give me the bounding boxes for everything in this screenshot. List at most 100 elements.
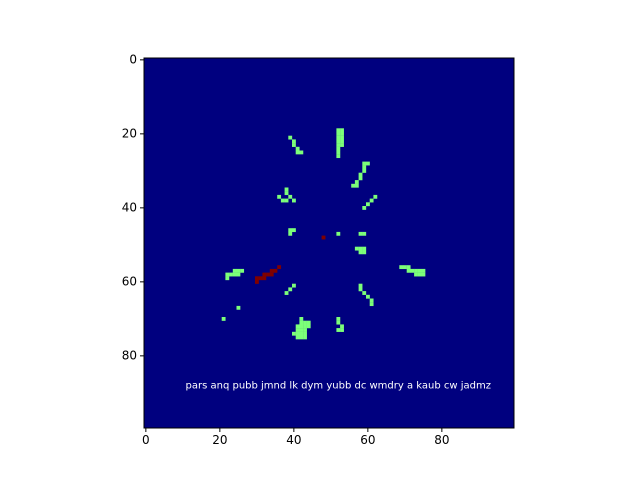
heatmap-cell-mid — [336, 320, 341, 325]
heatmap-cell-high — [266, 272, 270, 277]
heatmap-cell-mid — [340, 132, 344, 136]
heatmap-cell-mid — [284, 198, 289, 203]
heatmap-cell-mid — [288, 231, 293, 236]
x-tick-label: 60 — [360, 433, 375, 447]
heatmap-cell-mid — [369, 302, 374, 307]
heatmap-cell-mid — [340, 324, 344, 329]
x-tick-label: 20 — [212, 433, 227, 447]
heatmap-cell-mid — [292, 139, 296, 144]
heatmap-cell-high — [277, 265, 282, 270]
heatmap-cell-mid — [336, 135, 341, 140]
heatmap-cell-mid — [299, 320, 304, 325]
heatmap-cell-mid — [303, 328, 307, 332]
heatmap-cell-mid — [417, 268, 422, 273]
heatmap-cell-high — [262, 276, 267, 281]
heatmap-cell-mid — [358, 287, 363, 292]
heatmap-cell-mid — [406, 268, 411, 273]
heatmap-cell-mid — [366, 294, 370, 299]
heatmap-cell-mid — [358, 246, 363, 251]
heatmap-cell-mid — [299, 331, 304, 336]
heatmap-cell-mid — [299, 335, 304, 340]
heatmap-cell-mid — [336, 143, 341, 147]
heatmap-plot: pars anq pubb jmnd lk dym yubb dc wmdry … — [143, 57, 515, 429]
heatmap-cell-mid — [303, 331, 307, 336]
plot-area — [144, 58, 514, 428]
heatmap-cell-mid — [336, 132, 341, 136]
heatmap-cell-mid — [340, 135, 344, 140]
heatmap-cell-mid — [225, 276, 230, 281]
heatmap-cell-mid — [362, 231, 367, 236]
heatmap-cell-mid — [336, 154, 341, 159]
heatmap-cell-mid — [362, 246, 367, 251]
heatmap-cell-mid — [292, 143, 296, 147]
heatmap-cell-mid — [414, 272, 418, 277]
heatmap-cell-mid — [221, 317, 226, 321]
heatmap-cell-mid — [406, 265, 411, 270]
heatmap-cell-mid — [303, 320, 307, 325]
heatmap-cell-mid — [303, 335, 307, 340]
heatmap-cell-mid — [403, 265, 407, 270]
heatmap-cell-high — [262, 272, 267, 277]
heatmap-cell-mid — [299, 150, 304, 155]
heatmap-cell-mid — [340, 328, 344, 332]
heatmap-cell-mid — [225, 272, 230, 277]
heatmap-cell-mid — [284, 191, 289, 196]
heatmap-cell-mid — [303, 324, 307, 329]
heatmap-cell-mid — [229, 272, 233, 277]
heatmap-cell-mid — [288, 135, 293, 140]
heatmap-cell-mid — [299, 328, 304, 332]
heatmap-cell-mid — [358, 172, 363, 177]
heatmap-cell-mid — [354, 180, 359, 184]
heatmap-cell-mid — [288, 287, 293, 292]
heatmap-cell-mid — [369, 198, 374, 203]
heatmap-cell-mid — [358, 176, 363, 181]
heatmap-cell-mid — [362, 165, 367, 170]
y-tick-label: 40 — [122, 200, 137, 214]
heatmap-cell-mid — [288, 194, 293, 199]
heatmap-cell-mid — [366, 161, 370, 166]
y-tick-label: 80 — [122, 348, 137, 362]
heatmap-cell-mid — [399, 265, 404, 270]
plot-frame — [143, 57, 515, 429]
heatmap-cell-mid — [280, 198, 285, 203]
heatmap-cells — [221, 128, 426, 340]
heatmap-cell-mid — [362, 169, 367, 173]
heatmap-cell-mid — [354, 183, 359, 188]
heatmap-cell-mid — [336, 146, 341, 151]
heatmap-cell-mid — [373, 194, 378, 199]
heatmap-cell-mid — [340, 139, 344, 144]
x-tick-label: 80 — [434, 433, 449, 447]
heatmap-cell-mid — [340, 143, 344, 147]
heatmap-cell-mid — [410, 268, 415, 273]
heatmap-cell-mid — [414, 268, 418, 273]
heatmap-cell-mid — [362, 206, 367, 210]
heatmap-cell-mid — [292, 283, 296, 288]
heatmap-cell-mid — [336, 231, 341, 236]
heatmap-cell-mid — [236, 305, 241, 310]
heatmap-cell-mid — [295, 328, 300, 332]
heatmap-cell-mid — [232, 272, 237, 277]
heatmap-cell-mid — [299, 317, 304, 321]
heatmap-cell-mid — [240, 268, 245, 273]
heatmap-cell-mid — [358, 231, 363, 236]
heatmap-cell-mid — [358, 283, 363, 288]
x-axis: 0 20 40 60 80 — [142, 428, 449, 447]
heatmap-cell-mid — [288, 228, 293, 233]
heatmap-cell-mid — [421, 268, 426, 273]
heatmap-cell-high — [255, 276, 259, 281]
heatmap-cell-mid — [295, 150, 300, 155]
heatmap-cell-mid — [362, 250, 367, 255]
x-tick-label: 40 — [286, 433, 301, 447]
heatmap-cell-mid — [236, 268, 241, 273]
heatmap-cell-high — [255, 280, 259, 284]
heatmap-cell-mid — [354, 246, 359, 251]
heatmap-cell-mid — [292, 228, 296, 233]
heatmap-cell-mid — [362, 291, 367, 295]
y-axis: 0 20 40 60 80 — [122, 52, 144, 362]
heatmap-cell-mid — [336, 317, 341, 321]
y-tick-label: 0 — [129, 52, 137, 66]
heatmap-cell-mid — [336, 139, 341, 144]
heatmap-cell-mid — [421, 272, 426, 277]
heatmap-cell-mid — [295, 335, 300, 340]
heatmap-cell-mid — [232, 268, 237, 273]
